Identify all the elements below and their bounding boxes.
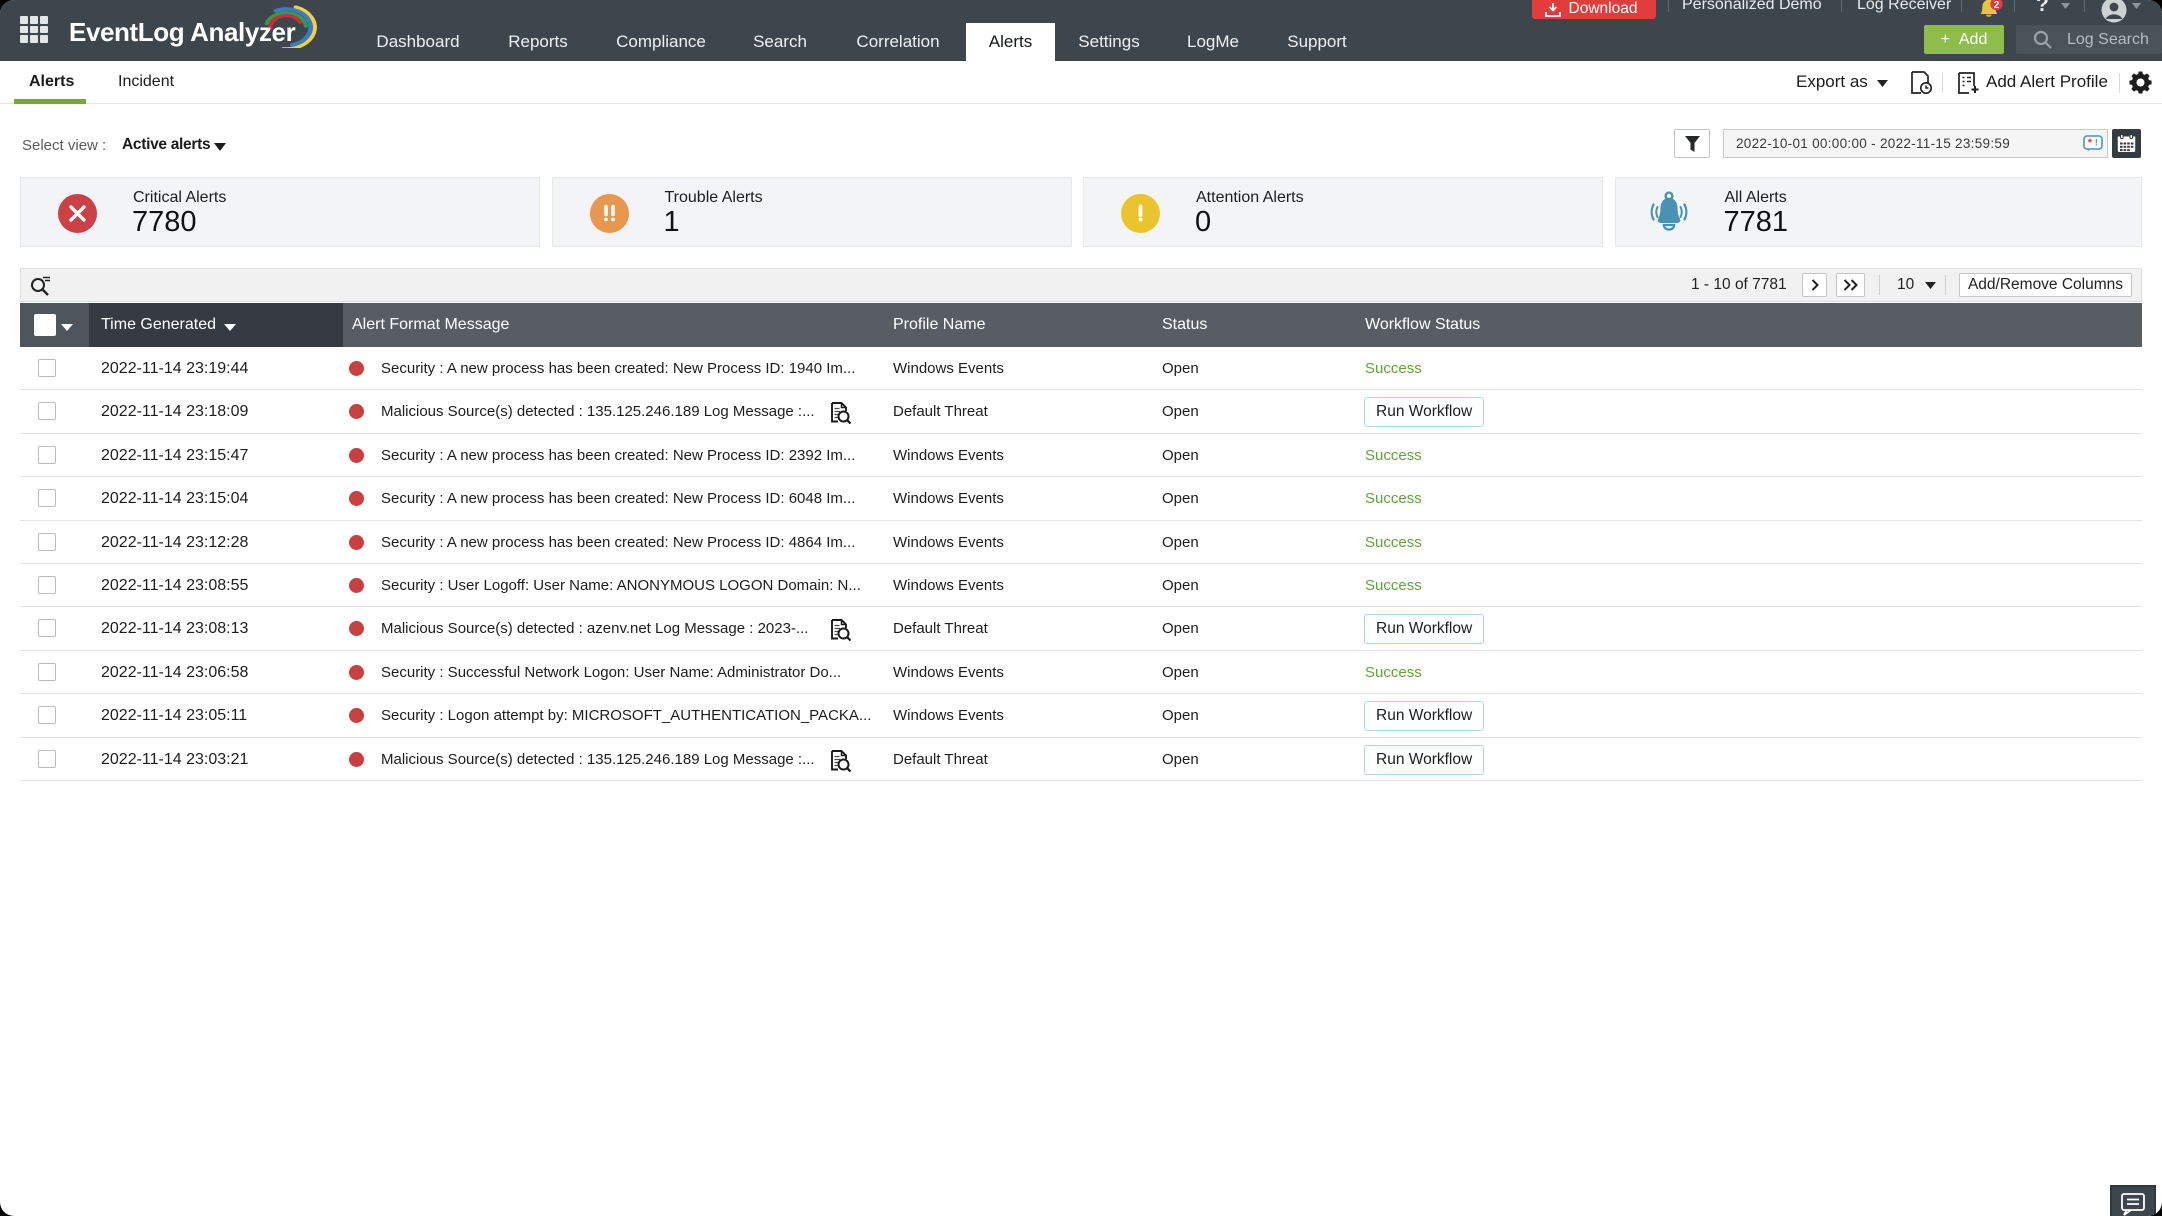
svg-text:2: 2 (1994, 0, 2000, 11)
svg-text:*: * (2088, 137, 2093, 149)
svg-text:!: ! (2095, 138, 2098, 148)
